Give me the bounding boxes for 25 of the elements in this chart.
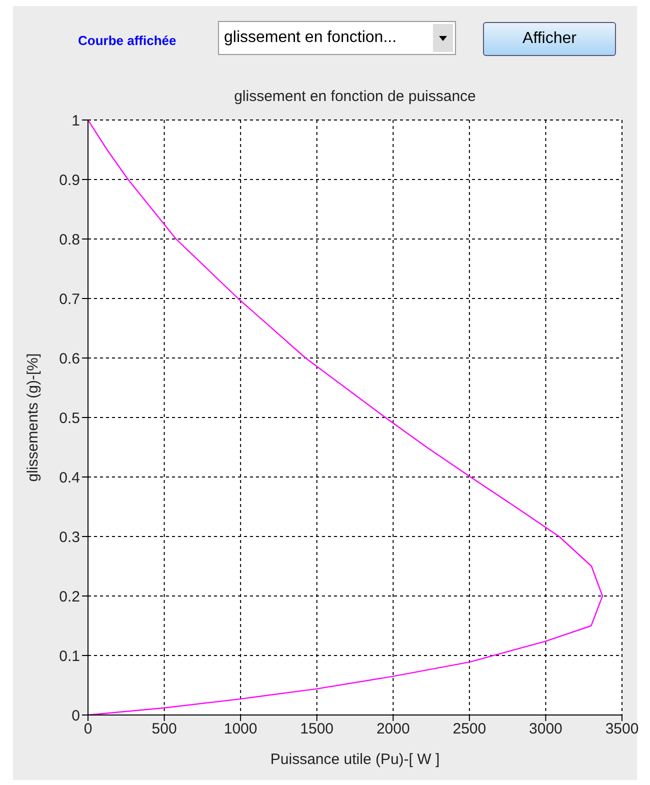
x-axis-title: Puissance utile (Pu)-[ W ] bbox=[270, 751, 440, 768]
y-tick-label: 0.4 bbox=[59, 469, 80, 486]
y-tick-label: 0.2 bbox=[59, 588, 80, 606]
x-tick-label: 500 bbox=[152, 720, 177, 738]
x-tick-label: 1000 bbox=[224, 720, 258, 738]
text: Courbe affichée bbox=[78, 33, 176, 48]
x-tick-label: 3500 bbox=[605, 720, 639, 738]
y-tick-label: 0.8 bbox=[59, 231, 80, 248]
y-tick-label: 0.6 bbox=[59, 350, 80, 368]
x-tick-label: 3000 bbox=[529, 720, 562, 738]
text: glissement en fonction... bbox=[224, 29, 397, 47]
text: Afficher bbox=[483, 22, 616, 56]
x-tick-label: 0 bbox=[84, 720, 92, 738]
y-tick-label: 0.3 bbox=[59, 528, 80, 546]
y-tick-label: 1 bbox=[72, 112, 80, 130]
x-tick-label: 2500 bbox=[452, 720, 486, 738]
x-tick-label: 1500 bbox=[300, 720, 334, 738]
y-axis-title: glissements (g)-[%] bbox=[24, 353, 42, 482]
y-tick-label: 0.9 bbox=[59, 172, 80, 189]
x-tick-label: 2000 bbox=[376, 720, 410, 738]
y-tick-label: 0.7 bbox=[59, 290, 80, 308]
chart-title: glissement en fonction de puissance bbox=[233, 88, 477, 105]
y-tick-label: 0.1 bbox=[59, 648, 80, 665]
y-tick-label: 0 bbox=[72, 707, 80, 724]
y-tick-label: 0.5 bbox=[59, 410, 80, 427]
